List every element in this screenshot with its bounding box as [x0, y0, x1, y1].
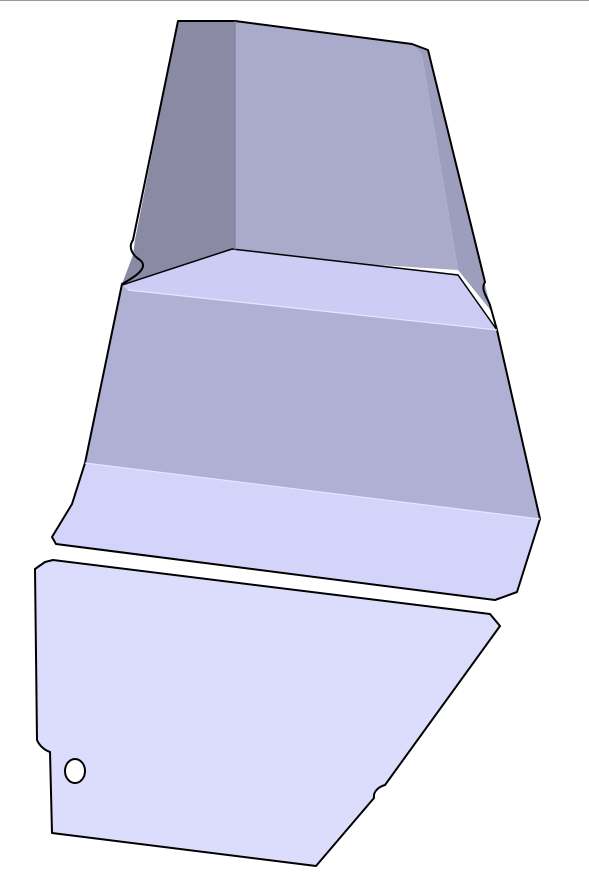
- lower-flat-panel[interactable]: [34, 559, 501, 867]
- viewport-top-border: [0, 0, 589, 1]
- lower-panel-hole: [64, 758, 86, 784]
- upper-panel-lower-face: [52, 463, 540, 600]
- upper-panel-back-face: [235, 21, 458, 270]
- upper-bent-panel[interactable]: [51, 20, 541, 601]
- upper-panel-right-bevel: [412, 44, 492, 312]
- upper-panel-middle-face: [85, 285, 540, 519]
- upper-panel-left-face: [122, 21, 235, 284]
- upper-panel-soft-edges: [84, 289, 541, 520]
- upper-panel-fold-lines: [121, 248, 498, 331]
- lower-panel-face: [34, 559, 501, 867]
